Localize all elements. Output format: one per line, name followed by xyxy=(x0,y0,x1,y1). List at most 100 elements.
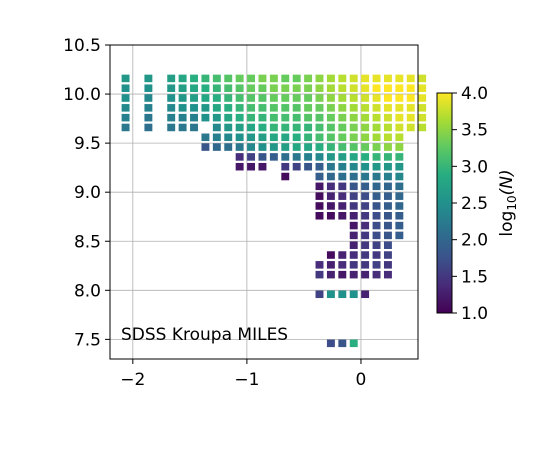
heatmap-cell xyxy=(258,94,267,102)
heatmap-cell xyxy=(326,123,335,132)
heatmap-cell xyxy=(395,162,404,171)
heatmap-cell xyxy=(235,94,244,102)
heatmap-cell xyxy=(372,251,381,259)
heatmap-cell xyxy=(258,113,267,122)
colorbar-label-subscript: 10 xyxy=(505,195,519,210)
heatmap-cell xyxy=(383,251,392,259)
heatmap-cell xyxy=(361,221,370,230)
heatmap-cell xyxy=(315,113,324,122)
heatmap-cell xyxy=(338,251,347,259)
heatmap-cell xyxy=(349,153,358,161)
heatmap-cell xyxy=(167,113,176,122)
heatmap-cell xyxy=(383,94,392,102)
heatmap-cell xyxy=(258,84,267,92)
heatmap-cell xyxy=(269,94,278,102)
y-tick-label: 10.0 xyxy=(63,85,101,105)
heatmap-cell xyxy=(383,221,392,230)
heatmap-cell xyxy=(281,94,290,102)
heatmap-cell xyxy=(395,94,404,102)
heatmap-cell xyxy=(338,143,347,151)
heatmap-cell xyxy=(361,162,370,171)
heatmap-cell xyxy=(349,261,358,269)
heatmap-cell xyxy=(258,74,267,83)
heatmap-cell xyxy=(361,182,370,191)
heatmap-cell xyxy=(383,182,392,191)
heatmap-cell xyxy=(235,153,244,161)
heatmap-cell xyxy=(349,133,358,142)
heatmap-cell xyxy=(326,74,335,83)
heatmap-cell xyxy=(338,202,347,210)
x-axis: −2 −1 0 xyxy=(120,359,366,390)
heatmap-cell xyxy=(304,123,313,132)
colorbar-tick-label: 3.0 xyxy=(461,157,488,177)
heatmap-cell xyxy=(178,123,187,132)
heatmap-cell xyxy=(383,212,392,220)
heatmap-cell xyxy=(190,94,198,102)
heatmap-cell xyxy=(292,113,301,122)
heatmap-cell xyxy=(315,202,324,210)
heatmap-cell xyxy=(338,192,347,200)
heatmap-cell xyxy=(372,74,381,83)
heatmap-cell xyxy=(338,212,347,220)
heatmap-cell xyxy=(258,123,267,132)
heatmap-cell xyxy=(292,162,301,171)
heatmap-cell xyxy=(395,172,404,181)
heatmap-cell xyxy=(349,231,358,240)
heatmap-cell xyxy=(349,290,358,299)
heatmap-cell xyxy=(326,143,335,151)
heatmap-cell xyxy=(418,94,427,102)
heatmap-cell xyxy=(383,172,392,181)
heatmap-cell xyxy=(144,113,153,122)
heatmap-cell xyxy=(361,172,370,181)
heatmap-cell xyxy=(395,192,404,200)
heatmap-cell xyxy=(338,270,347,279)
heatmap-cell xyxy=(281,84,290,92)
heatmap-cell xyxy=(304,143,313,151)
heatmap-cell xyxy=(224,143,233,151)
heatmap-cell xyxy=(372,94,381,102)
heatmap-cell xyxy=(235,162,244,171)
heatmap-cell xyxy=(349,94,358,102)
heatmap-cell xyxy=(224,123,233,132)
heatmap-cell xyxy=(258,162,267,171)
heatmap-cell xyxy=(338,290,347,299)
heatmap-cell xyxy=(338,133,347,142)
heatmap-cell xyxy=(383,104,392,112)
heatmap-cell xyxy=(372,270,381,279)
heatmap-cell xyxy=(361,84,370,92)
heatmap-cell xyxy=(395,231,404,240)
heatmap-cell xyxy=(349,162,358,171)
heatmap-cell xyxy=(395,212,404,220)
heatmap-cell xyxy=(326,94,335,102)
colorbar-tick-label: 3.5 xyxy=(461,121,488,141)
heatmap-cell xyxy=(281,133,290,142)
heatmap-cell xyxy=(372,143,381,151)
heatmap-cell xyxy=(361,143,370,151)
heatmap-cell xyxy=(395,84,404,92)
heatmap-cell xyxy=(361,231,370,240)
colorbar-tick-label: 2.5 xyxy=(461,194,488,214)
heatmap-cell xyxy=(315,123,324,132)
heatmap-cell xyxy=(418,113,427,122)
heatmap-cell xyxy=(144,74,153,83)
heatmap-cell xyxy=(212,113,221,122)
heatmap-cell xyxy=(292,123,301,132)
heatmap-cell xyxy=(224,113,233,122)
heatmap-cell xyxy=(395,104,404,112)
heatmap-cell xyxy=(258,133,267,142)
heatmap-cell xyxy=(338,172,347,181)
heatmap-cell xyxy=(235,113,244,122)
heatmap-cell xyxy=(326,133,335,142)
heatmap-cell xyxy=(247,143,256,151)
heatmap-cell xyxy=(406,94,415,102)
heatmap-cell xyxy=(212,84,221,92)
heatmap-cell xyxy=(338,261,347,269)
heatmap-cell xyxy=(121,84,130,92)
heatmap-cell xyxy=(383,261,392,269)
heatmap-cell xyxy=(383,133,392,142)
heatmap-cell xyxy=(338,162,347,171)
heatmap-cell xyxy=(395,153,404,161)
heatmap-cell xyxy=(349,104,358,112)
plot-frame xyxy=(109,44,419,360)
heatmap-cell xyxy=(281,172,290,181)
